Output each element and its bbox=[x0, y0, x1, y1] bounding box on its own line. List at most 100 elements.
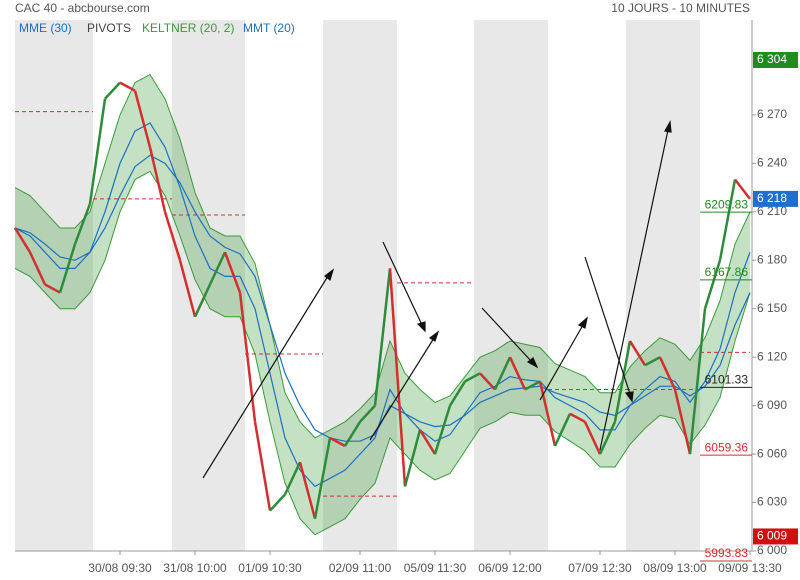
price-segment bbox=[223, 251, 242, 294]
arrow-head bbox=[324, 268, 335, 282]
y-tick-label: 6 270 bbox=[757, 107, 787, 121]
price-segment bbox=[28, 251, 47, 286]
price-segment bbox=[508, 356, 527, 391]
y-tick-label: 6 180 bbox=[757, 252, 787, 266]
arrow-head bbox=[577, 316, 588, 329]
price-segment bbox=[598, 421, 617, 455]
price-segment bbox=[163, 211, 182, 261]
day-band bbox=[323, 20, 397, 551]
price-box bbox=[753, 528, 798, 545]
arrow bbox=[369, 337, 435, 441]
price-segment bbox=[479, 372, 496, 391]
arrow bbox=[481, 307, 533, 363]
price-segment bbox=[208, 251, 227, 286]
price-segment bbox=[734, 178, 751, 200]
price-label: 6209.83 bbox=[705, 197, 749, 211]
price-segment bbox=[703, 259, 722, 310]
price-segment bbox=[448, 380, 467, 407]
price-segment bbox=[104, 81, 121, 100]
x-tick-label: 06/09 12:00 bbox=[478, 561, 542, 575]
arrow-head bbox=[526, 357, 539, 369]
price-segment bbox=[583, 421, 602, 455]
x-tick-label: 01/09 10:30 bbox=[238, 561, 302, 575]
price-segment bbox=[13, 227, 32, 253]
y-tick-label: 6 150 bbox=[757, 301, 787, 315]
chart-title: CAC 40 - abcbourse.com bbox=[15, 1, 150, 15]
price-label: 6 304 bbox=[757, 52, 787, 66]
arrow bbox=[599, 129, 669, 451]
arrow bbox=[202, 275, 329, 479]
price-segment bbox=[119, 81, 136, 92]
arrow-head bbox=[428, 330, 440, 342]
price-segment bbox=[538, 381, 557, 447]
x-tick-label: 30/08 09:30 bbox=[88, 561, 152, 575]
price-segment bbox=[238, 292, 257, 422]
price-segment bbox=[343, 421, 362, 447]
arrow-head bbox=[664, 120, 672, 133]
price-segment bbox=[673, 389, 692, 455]
price-segment bbox=[253, 421, 272, 511]
legend-entry: KELTNER (20, 2) bbox=[142, 21, 234, 35]
price-segment bbox=[73, 203, 92, 245]
price-segment bbox=[644, 356, 661, 367]
price-segment bbox=[553, 413, 572, 447]
y-tick-label: 6 060 bbox=[757, 446, 787, 460]
price-label: 6101.33 bbox=[705, 373, 749, 387]
price-segment bbox=[658, 356, 677, 391]
day-band bbox=[15, 20, 93, 551]
keltner-lower bbox=[14, 170, 751, 536]
price-segment bbox=[329, 436, 346, 448]
arrow bbox=[382, 241, 423, 326]
price-segment bbox=[493, 356, 512, 391]
price-segment bbox=[193, 283, 212, 318]
price-segment bbox=[388, 268, 407, 487]
x-tick-label: 09/09 13:30 bbox=[718, 561, 782, 575]
legend-entry: MMT (20) bbox=[243, 21, 295, 35]
price-segment bbox=[613, 340, 632, 423]
price-segment bbox=[418, 429, 437, 455]
y-tick-label: 6 240 bbox=[757, 156, 787, 170]
y-tick-label: 6 030 bbox=[757, 495, 787, 509]
price-segment bbox=[283, 461, 302, 495]
price-label: 6 218 bbox=[757, 191, 787, 205]
y-tick-label: 6 210 bbox=[757, 204, 787, 218]
price-box bbox=[753, 52, 798, 68]
price-segment bbox=[373, 268, 392, 406]
arrow-head bbox=[416, 321, 426, 333]
x-tick-label: 07/09 12:30 bbox=[568, 561, 632, 575]
x-tick-label: 31/08 10:00 bbox=[163, 561, 227, 575]
y-tick-label: 6 120 bbox=[757, 349, 787, 363]
price-label: 6059.36 bbox=[705, 440, 749, 454]
y-tick-label: 6 090 bbox=[757, 398, 787, 412]
price-segment bbox=[524, 380, 541, 391]
price-label: 5993.83 bbox=[705, 546, 749, 560]
price-segment bbox=[269, 493, 286, 512]
arrow bbox=[584, 256, 631, 395]
arrows bbox=[202, 120, 672, 479]
price-box bbox=[753, 190, 798, 207]
price-segment bbox=[298, 461, 317, 520]
price-label: 6167.86 bbox=[705, 265, 749, 279]
price-segment bbox=[88, 98, 107, 204]
price-segment bbox=[569, 412, 586, 423]
price-segment bbox=[718, 179, 737, 261]
arrow bbox=[539, 324, 584, 401]
price-segment bbox=[178, 259, 197, 318]
price-label: 6 009 bbox=[757, 529, 787, 543]
price-segment bbox=[628, 340, 647, 366]
plot bbox=[13, 73, 751, 536]
price-segment bbox=[148, 146, 167, 213]
price-segment bbox=[133, 90, 152, 148]
price-segment bbox=[403, 429, 422, 487]
x-tick-label: 05/09 11:30 bbox=[404, 561, 467, 575]
price-segment bbox=[58, 243, 77, 293]
x-tick-label: 08/09 13:00 bbox=[643, 561, 707, 575]
arrow-head bbox=[624, 391, 634, 403]
legend-entry: MME (30) bbox=[19, 21, 72, 35]
price-segment bbox=[433, 405, 452, 455]
moving-average bbox=[14, 122, 751, 488]
price-segment bbox=[313, 437, 332, 519]
day-band bbox=[474, 20, 548, 551]
chart-subtitle: 10 JOURS - 10 MINUTES bbox=[611, 1, 750, 15]
